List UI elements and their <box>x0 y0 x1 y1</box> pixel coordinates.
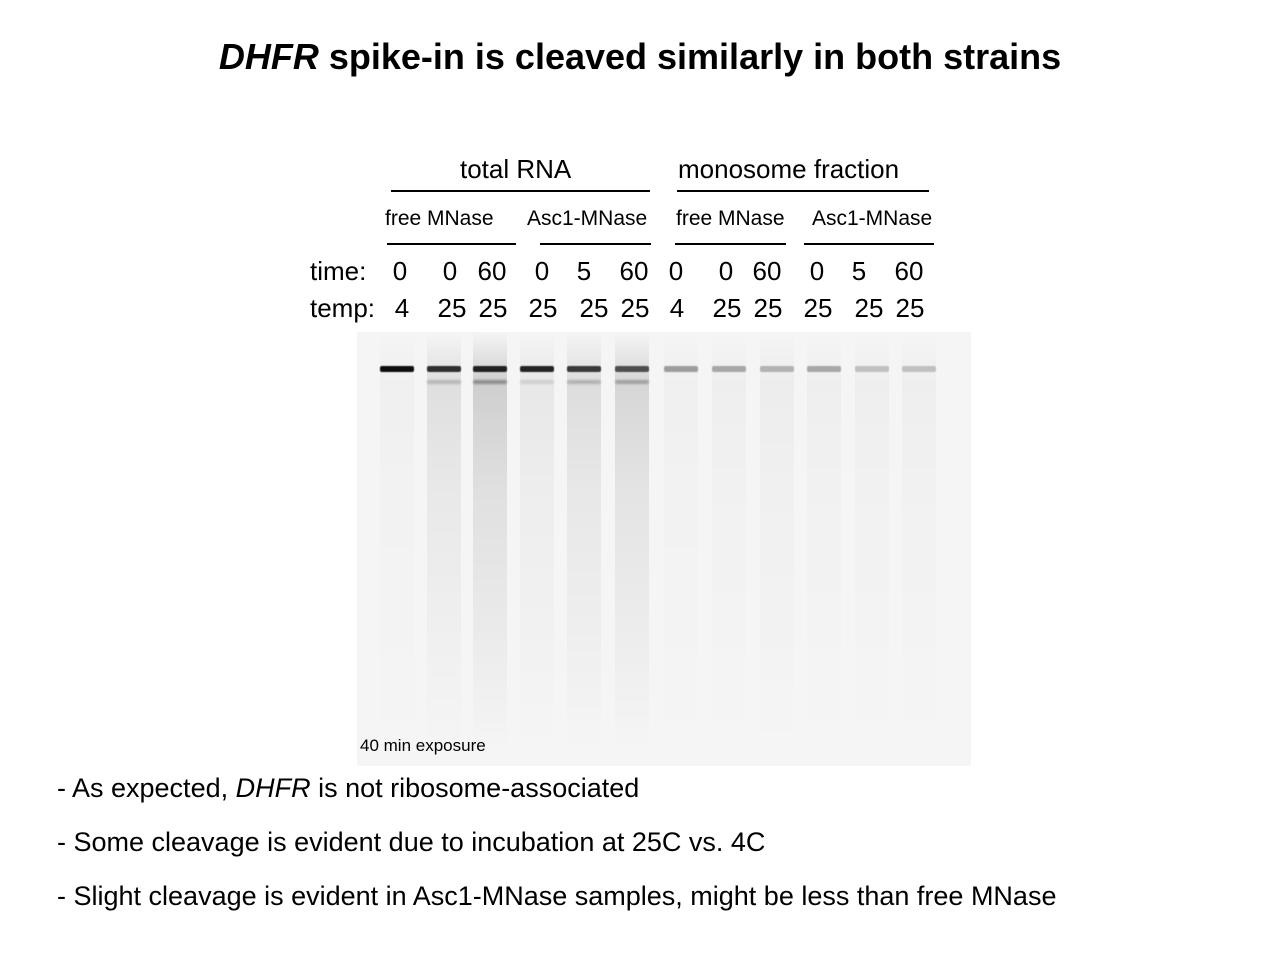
gel-lane <box>712 332 746 766</box>
gel-band <box>760 366 794 372</box>
time-value: 5 <box>851 256 867 286</box>
bullet-1-prefix: - As expected, <box>57 773 236 803</box>
slide-title: DHFR spike-in is cleaved similarly in bo… <box>0 36 1280 78</box>
time-value: 0 <box>809 256 825 286</box>
gel-lane <box>473 332 507 766</box>
bullet-1-suffix: is not ribosome-associated <box>310 773 640 803</box>
group-label-total-rna: total RNA <box>460 154 572 184</box>
subgroup-rule-4 <box>804 243 934 245</box>
gel-band <box>664 366 698 372</box>
exposure-label: 40 min exposure <box>360 736 486 755</box>
subgroup-label-2: Asc1-MNase <box>527 207 648 230</box>
subgroup-label-4: Asc1-MNase <box>812 207 933 230</box>
bullet-1: - As expected, DHFR is not ribosome-asso… <box>57 773 639 804</box>
subgroup-rule-1 <box>387 243 516 245</box>
title-gene-name: DHFR <box>218 36 319 77</box>
gel-band <box>380 366 414 372</box>
time-value: 60 <box>477 256 507 286</box>
time-value: 5 <box>576 256 592 286</box>
time-value: 60 <box>752 256 782 286</box>
temp-value: 25 <box>620 293 650 323</box>
gel-lane <box>520 332 554 766</box>
gel-band <box>567 380 601 384</box>
temp-value: 25 <box>528 293 558 323</box>
gel-band <box>712 366 746 372</box>
time-value: 0 <box>718 256 734 286</box>
gel-lane <box>427 332 461 766</box>
time-value: 0 <box>668 256 684 286</box>
time-value: 0 <box>442 256 458 286</box>
temp-value: 25 <box>478 293 508 323</box>
time-value: 60 <box>619 256 649 286</box>
gel-band <box>473 366 507 372</box>
temp-value: 25 <box>712 293 742 323</box>
group-rule-monosome <box>677 190 929 192</box>
gel-band <box>520 380 554 384</box>
temp-value: 25 <box>803 293 833 323</box>
gel-lane <box>664 332 698 766</box>
gel-lane <box>615 332 649 766</box>
subgroup-label-3: free MNase <box>676 207 785 230</box>
gel-band <box>902 366 936 372</box>
subgroup-label-1: free MNase <box>385 207 494 230</box>
gel-image: 40 min exposure <box>357 332 971 766</box>
temp-value: 25 <box>753 293 783 323</box>
gel-lane <box>760 332 794 766</box>
gel-band <box>427 366 461 372</box>
temp-value: 25 <box>895 293 925 323</box>
gel-band <box>567 366 601 372</box>
gel-band <box>855 366 889 372</box>
temp-value: 25 <box>437 293 467 323</box>
gel-band <box>807 366 841 372</box>
gel-band <box>615 366 649 372</box>
temp-value: 25 <box>579 293 609 323</box>
subgroup-rule-3 <box>675 243 786 245</box>
bullet-2: - Some cleavage is evident due to incuba… <box>57 827 766 857</box>
bullet-1-gene-name: DHFR <box>235 773 311 803</box>
gel-band <box>473 380 507 384</box>
gel-lane <box>855 332 889 766</box>
gel-band <box>615 380 649 384</box>
temp-value: 4 <box>394 293 410 323</box>
time-value: 60 <box>894 256 924 286</box>
group-rule-total-rna <box>391 190 650 192</box>
gel-band <box>520 366 554 372</box>
subgroup-rule-2 <box>540 243 651 245</box>
gel-lane <box>567 332 601 766</box>
group-label-monosome: monosome fraction <box>678 154 900 184</box>
time-row-label: time: <box>310 256 367 286</box>
time-value: 0 <box>392 256 408 286</box>
gel-lane <box>380 332 414 766</box>
temp-value: 25 <box>854 293 884 323</box>
gel-lane <box>902 332 936 766</box>
time-value: 0 <box>534 256 550 286</box>
gel-lane <box>807 332 841 766</box>
bullet-3: - Slight cleavage is evident in Asc1-MNa… <box>57 881 1057 911</box>
title-text: spike-in is cleaved similarly in both st… <box>328 36 1062 77</box>
gel-band <box>427 380 461 384</box>
temp-value: 4 <box>669 293 685 323</box>
temp-row-label: temp: <box>310 293 376 323</box>
